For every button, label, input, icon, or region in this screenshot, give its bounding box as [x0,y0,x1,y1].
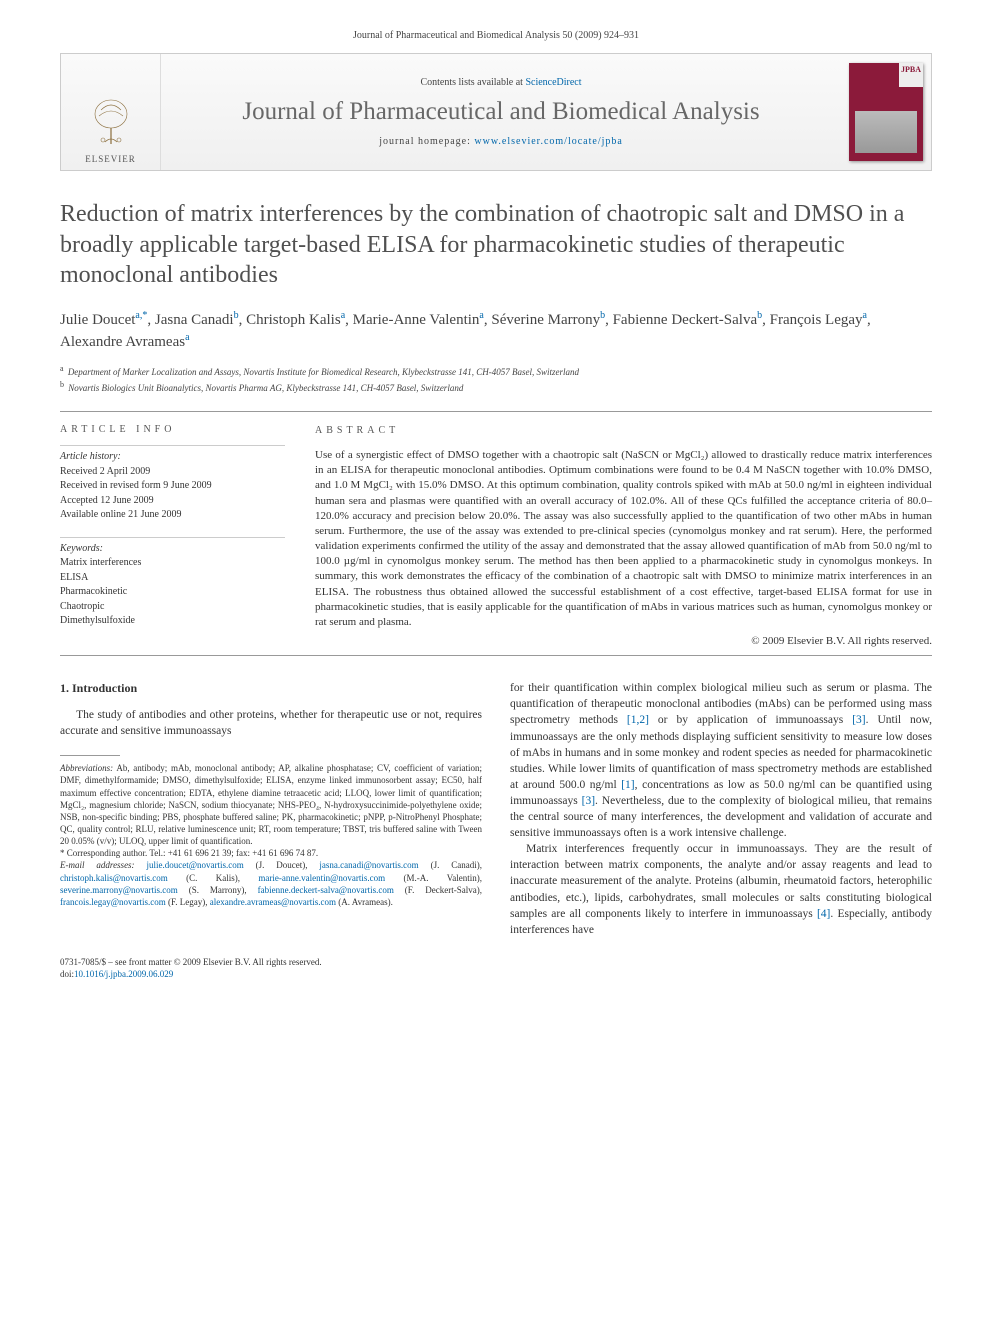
history-label: Article history: [60,450,285,465]
info-abstract-row: article info Article history: Received 2… [60,418,932,649]
ref-link-3b[interactable]: [3] [582,795,595,807]
journal-name: Journal of Pharmaceutical and Biomedical… [242,98,759,126]
article-title: Reduction of matrix interferences by the… [60,199,932,291]
email-author: (J. Doucet), [244,860,320,870]
keyword: ELISA [60,571,285,586]
keyword: Pharmacokinetic [60,585,285,600]
email-author: (F. Deckert-Salva), [394,885,482,895]
keyword: Matrix interferences [60,556,285,571]
keywords-list: Matrix interferencesELISAPharmacokinetic… [60,556,285,629]
email-author: (C. Kalis), [168,873,259,883]
abbreviations: Abbreviations: Ab, antibody; mAb, monocl… [60,762,482,847]
intro-heading: 1. Introduction [60,680,482,697]
abstract: abstract Use of a synergistic effect of … [315,418,932,649]
received-date: Received 2 April 2009 [60,465,285,480]
keywords-block: Keywords: Matrix interferencesELISAPharm… [60,537,285,629]
author-list: Julie Douceta,*, Jasna Canadib, Christop… [60,309,932,353]
email-author: (J. Canadi), [419,860,482,870]
rule-bottom [60,655,932,656]
email-link[interactable]: christoph.kalis@novartis.com [60,873,168,883]
intro-p2: for their quantification within complex … [510,680,932,841]
homepage-link[interactable]: www.elsevier.com/locate/jpba [474,136,622,147]
ref-link-4[interactable]: [4] [817,908,830,920]
keywords-label: Keywords: [60,542,285,557]
email-link[interactable]: severine.marrony@novartis.com [60,885,178,895]
article-info: article info Article history: Received 2… [60,418,285,649]
keyword: Chaotropic [60,600,285,615]
body-columns: 1. Introduction The study of antibodies … [60,680,932,938]
intro-p3: Matrix interferences frequently occur in… [510,841,932,938]
email-link[interactable]: julie.doucet@novartis.com [146,860,243,870]
abbrev-label: Abbreviations: [60,763,113,773]
homepage-line: journal homepage: www.elsevier.com/locat… [379,136,623,147]
corresponding-author: * Corresponding author. Tel.: +41 61 696… [60,847,482,859]
footnote-separator [60,755,120,756]
abstract-head: abstract [315,424,932,438]
online-date: Available online 21 June 2009 [60,508,285,523]
affiliation-b: b Novartis Biologics Unit Bioanalytics, … [60,379,932,395]
abstract-copyright: © 2009 Elsevier B.V. All rights reserved… [315,634,932,649]
publisher-block: ELSEVIER [61,54,161,170]
publisher-name: ELSEVIER [85,154,136,164]
sciencedirect-link[interactable]: ScienceDirect [525,77,581,88]
contents-line: Contents lists available at ScienceDirec… [420,77,581,88]
email-addresses: E-mail addresses: julie.doucet@novartis.… [60,859,482,908]
doi-prefix: doi: [60,969,74,979]
email-link[interactable]: francois.legay@novartis.com [60,897,166,907]
affiliation-a: a Department of Marker Localization and … [60,363,932,379]
doi-line: doi:10.1016/j.jpba.2009.06.029 [60,968,932,980]
email-label: E-mail addresses: [60,860,146,870]
front-matter-line: 0731-7085/$ – see front matter © 2009 El… [60,956,932,968]
running-head: Journal of Pharmaceutical and Biomedical… [60,30,932,41]
history-block: Article history: Received 2 April 2009 R… [60,445,285,523]
abstract-text: Use of a synergistic effect of DMSO toge… [315,448,932,630]
accepted-date: Accepted 12 June 2009 [60,494,285,509]
affiliations: a Department of Marker Localization and … [60,363,932,395]
abbrev-text: Ab, antibody; mAb, monoclonal antibody; … [60,763,482,846]
ref-link-1[interactable]: [1] [621,779,634,791]
email-link[interactable]: marie-anne.valentin@novartis.com [258,873,385,883]
email-author: (F. Legay), [166,897,210,907]
keyword: Dimethylsulfoxide [60,614,285,629]
rule-top [60,411,932,412]
email-link[interactable]: alexandre.avrameas@novartis.com [210,897,336,907]
cover-thumbnail-wrap: JPBA [841,54,931,170]
intro-p1: The study of antibodies and other protei… [60,707,482,739]
masthead-center: Contents lists available at ScienceDirec… [161,54,841,170]
email-link[interactable]: jasna.canadi@novartis.com [319,860,418,870]
footnotes: Abbreviations: Ab, antibody; mAb, monocl… [60,762,482,908]
contents-prefix: Contents lists available at [420,77,525,88]
ref-link-1-2[interactable]: [1,2] [627,714,649,726]
elsevier-tree-icon [83,96,139,152]
email-author: (A. Avrameas). [336,897,393,907]
cover-thumbnail: JPBA [849,63,923,161]
ref-link-3[interactable]: [3] [852,714,865,726]
revised-date: Received in revised form 9 June 2009 [60,479,285,494]
page-footer: 0731-7085/$ – see front matter © 2009 El… [60,956,932,980]
cover-abbrev: JPBA [901,65,921,74]
info-head: article info [60,424,285,435]
email-author: (M.-A. Valentin), [385,873,482,883]
email-link[interactable]: fabienne.deckert-salva@novartis.com [258,885,394,895]
email-author: (S. Marrony), [178,885,258,895]
p2-b: or by application of immunoassays [649,714,852,726]
doi-link[interactable]: 10.1016/j.jpba.2009.06.029 [74,969,173,979]
homepage-prefix: journal homepage: [379,136,474,147]
journal-masthead: ELSEVIER Contents lists available at Sci… [60,53,932,171]
